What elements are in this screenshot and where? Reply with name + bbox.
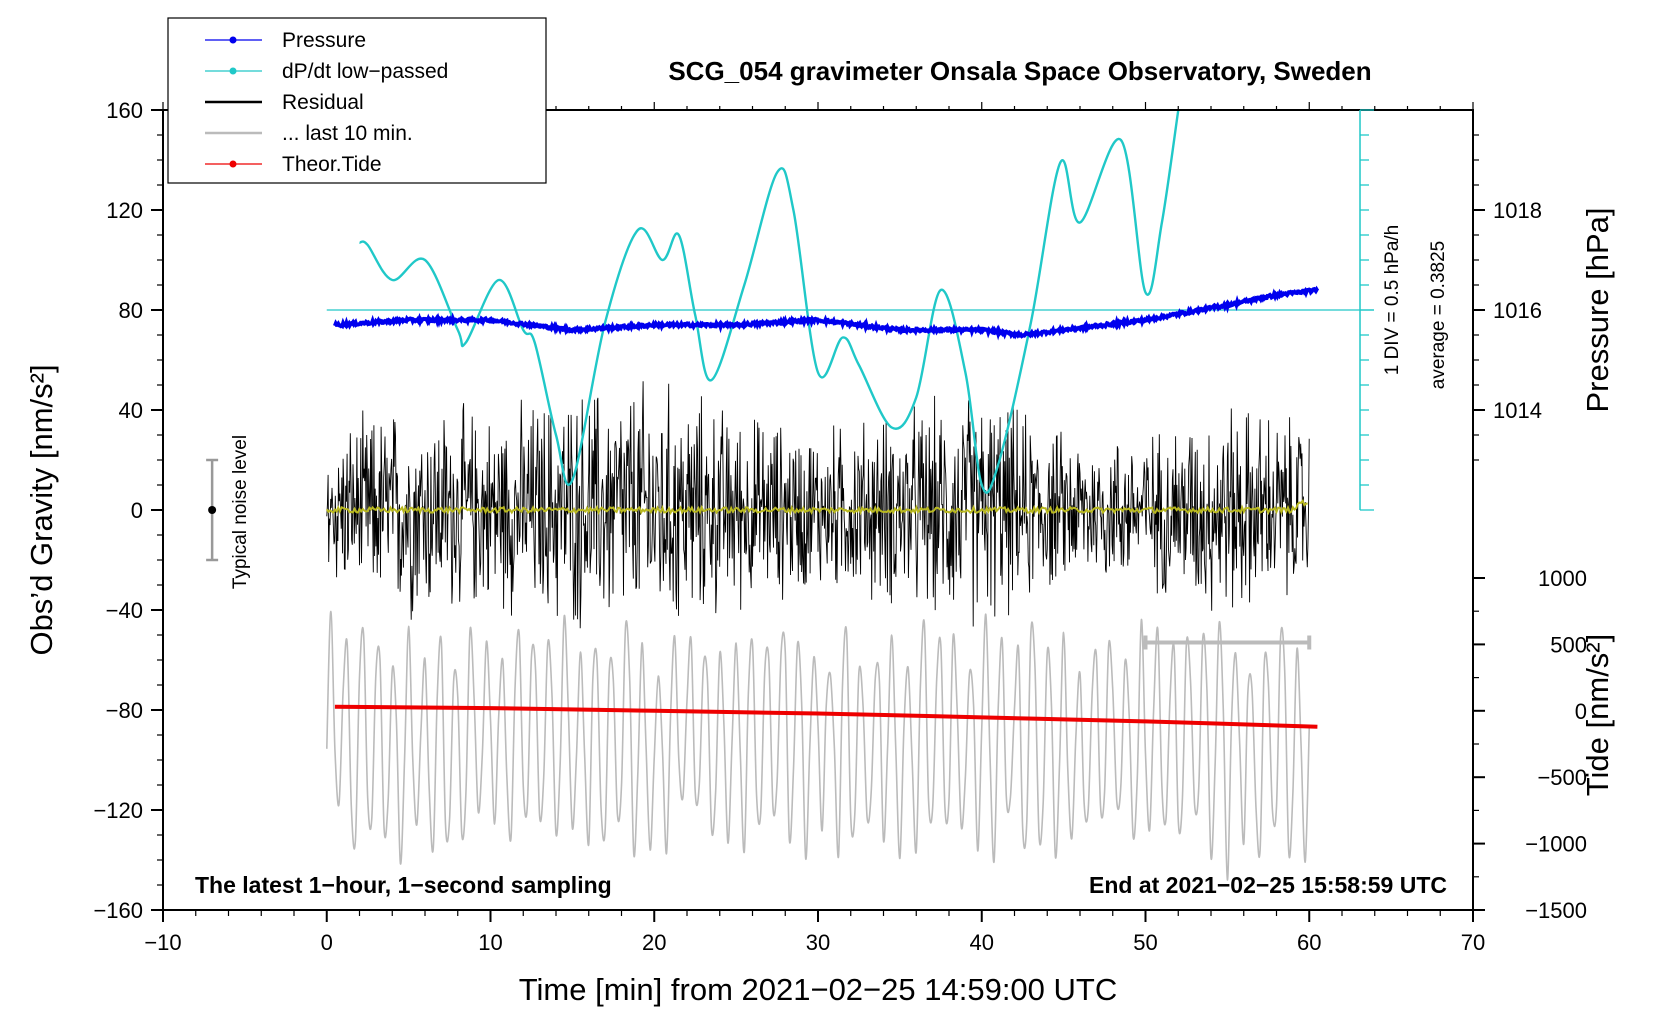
- dpdt-average-label: average = 0.3825: [1428, 241, 1449, 389]
- pressure-axis: 1018 1016 1014: [1473, 134, 1542, 461]
- x-tick-label: 50: [1133, 930, 1157, 955]
- x-axis: −10 0 10 20 30 40 50 60 70: [144, 102, 1485, 955]
- y-tick-label: 160: [106, 98, 143, 123]
- tide-tick-label: 1000: [1538, 566, 1587, 591]
- tide-tick-label: −1000: [1525, 832, 1587, 857]
- tide-tick-label: 0: [1575, 699, 1587, 724]
- y-tick-label: −80: [106, 698, 143, 723]
- note-sampling: The latest 1−hour, 1−second sampling: [195, 872, 612, 898]
- legend-swatch-dot: [229, 67, 237, 75]
- dpdt-line: [359, 109, 1180, 494]
- dpdt-scale-axis: [1359, 109, 1375, 511]
- tide-tick-label: 500: [1550, 632, 1587, 657]
- x-tick-label: 70: [1461, 930, 1485, 955]
- y-tick-label: 80: [119, 298, 143, 323]
- y-tick-label: 120: [106, 198, 143, 223]
- series-layer: [206, 109, 1375, 881]
- y-tick-label: 40: [119, 398, 143, 423]
- legend-label: Residual: [282, 91, 364, 114]
- tide-axis-label: Tide [nm/s²]: [1580, 634, 1615, 797]
- legend-label: Theor.Tide: [282, 153, 382, 176]
- noise-level-label: Typical noise level: [230, 435, 251, 589]
- x-tick-label: 20: [642, 930, 666, 955]
- dpdt-scale-label: 1 DIV = 0.5 hPa/h: [1382, 225, 1403, 376]
- pressure-tick-label: 1016: [1493, 298, 1542, 323]
- y-tick-label: −40: [106, 598, 143, 623]
- legend-box: [167, 17, 547, 184]
- x-tick-label: 0: [321, 930, 333, 955]
- tide-tick-label: −1500: [1525, 898, 1587, 923]
- note-end-time: End at 2021−02−25 15:58:59 UTC: [1089, 872, 1447, 898]
- residual-line: [326, 381, 1310, 629]
- tide-axis: 1000 500 0 −500 −1000 −1500: [1473, 566, 1587, 923]
- chart-title: SCG_054 gravimeter Onsala Space Observat…: [668, 56, 1371, 86]
- pressure-tick-label: 1014: [1493, 398, 1542, 423]
- legend-swatch-dot: [229, 36, 237, 44]
- x-tick-label: −10: [144, 930, 181, 955]
- noise-bar-dot: [208, 506, 217, 514]
- residual-smoothed-line: [325, 498, 1308, 516]
- x-tick-label: 30: [806, 930, 830, 955]
- y-tick-label: 0: [131, 498, 143, 523]
- y-axis-left-label: Obs’d Gravity [nm/s²]: [24, 364, 59, 655]
- x-axis-label: Time [min] from 2021−02−25 14:59:00 UTC: [519, 972, 1118, 1007]
- y-tick-label: −160: [93, 898, 143, 923]
- x-tick-label: 40: [970, 930, 994, 955]
- pressure-axis-label: Pressure [hPa]: [1580, 207, 1615, 412]
- pressure-tick-label: 1018: [1493, 198, 1542, 223]
- x-tick-label: 10: [478, 930, 502, 955]
- tide-tick-label: −500: [1537, 765, 1587, 790]
- last-10-min-line: [326, 610, 1311, 881]
- legend-label: ... last 10 min.: [282, 122, 413, 145]
- legend-label: dP/dt low−passed: [282, 60, 448, 83]
- legend: Pressure dP/dt low−passed Residual ... last…: [167, 17, 547, 184]
- pressure-line: [333, 285, 1320, 341]
- theor-tide-line: [334, 704, 1318, 729]
- y-tick-label: −120: [93, 798, 143, 823]
- legend-label: Pressure: [282, 29, 366, 52]
- y-axis-left: 160 120 80 40 0 −40 −80 −120 −160: [93, 98, 163, 923]
- x-tick-label: 60: [1297, 930, 1321, 955]
- legend-items: Pressure dP/dt low−passed Residual ... last…: [205, 29, 448, 176]
- legend-swatch-dot: [229, 160, 237, 168]
